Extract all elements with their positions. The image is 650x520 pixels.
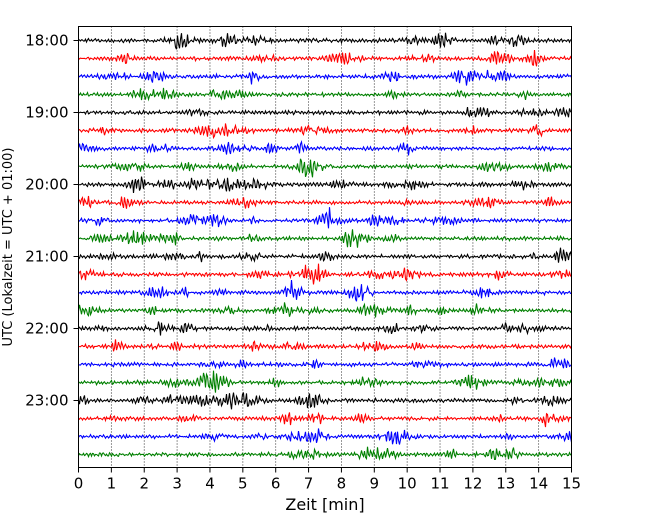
x-tick-label-10: 10 [398, 475, 417, 493]
trace-20 [78, 370, 573, 393]
x-tick-label-0: 0 [74, 475, 84, 493]
y-tick-label-20:00: 20:00 [25, 176, 68, 194]
trace-5 [78, 106, 572, 118]
x-tick-label-15: 15 [562, 475, 581, 493]
trace-1 [78, 32, 572, 50]
x-tick-label-2: 2 [139, 475, 149, 493]
x-tick-label-9: 9 [370, 475, 380, 493]
y-tick-label-23:00: 23:00 [25, 392, 68, 410]
trace-3 [78, 69, 572, 86]
trace-21 [77, 391, 572, 410]
y-axis-ticks: 18:00 19:00 20:00 21:00 22:00 23:00 [25, 32, 79, 410]
y-axis-label: UTC (Lokalzeit = UTC + 01:00) [1, 148, 16, 347]
trace-10 [78, 195, 572, 209]
trace-12 [78, 229, 572, 248]
trace-9 [78, 176, 572, 193]
y-tick-label-19:00: 19:00 [25, 104, 68, 122]
y-tick-label-18:00: 18:00 [25, 32, 68, 50]
y-tick-label-21:00: 21:00 [25, 248, 68, 266]
x-tick-label-12: 12 [463, 475, 482, 493]
trace-14 [77, 263, 572, 285]
y-tick-label-22:00: 22:00 [25, 320, 68, 338]
trace-4 [78, 87, 573, 102]
x-tick-label-1: 1 [107, 475, 117, 493]
x-tick-label-5: 5 [238, 475, 248, 493]
x-tick-label-13: 13 [496, 475, 515, 493]
trace-18 [78, 339, 573, 352]
x-tick-label-14: 14 [529, 475, 548, 493]
x-tick-label-11: 11 [430, 475, 449, 493]
x-axis-label: Zeit [min] [285, 495, 364, 514]
x-tick-label-6: 6 [271, 475, 281, 493]
trace-6 [78, 123, 572, 140]
x-tick-label-3: 3 [172, 475, 182, 493]
trace-24 [78, 446, 572, 461]
x-axis-ticks: 0 1 2 3 4 5 6 7 8 9 10 11 12 13 14 15 [74, 467, 581, 493]
trace-15 [78, 280, 572, 302]
trace-17 [78, 321, 572, 336]
trace-22 [78, 411, 572, 428]
trace-16 [77, 302, 572, 318]
trace-2 [78, 50, 572, 67]
trace-8 [78, 158, 572, 178]
x-tick-label-4: 4 [205, 475, 215, 493]
x-tick-label-7: 7 [304, 475, 314, 493]
trace-7 [77, 139, 572, 156]
trace-group [77, 32, 573, 461]
trace-23 [78, 428, 573, 445]
trace-13 [78, 247, 573, 263]
trace-19 [78, 357, 572, 370]
trace-11 [78, 207, 572, 229]
x-tick-label-8: 8 [337, 475, 347, 493]
plot-frame [78, 26, 572, 468]
